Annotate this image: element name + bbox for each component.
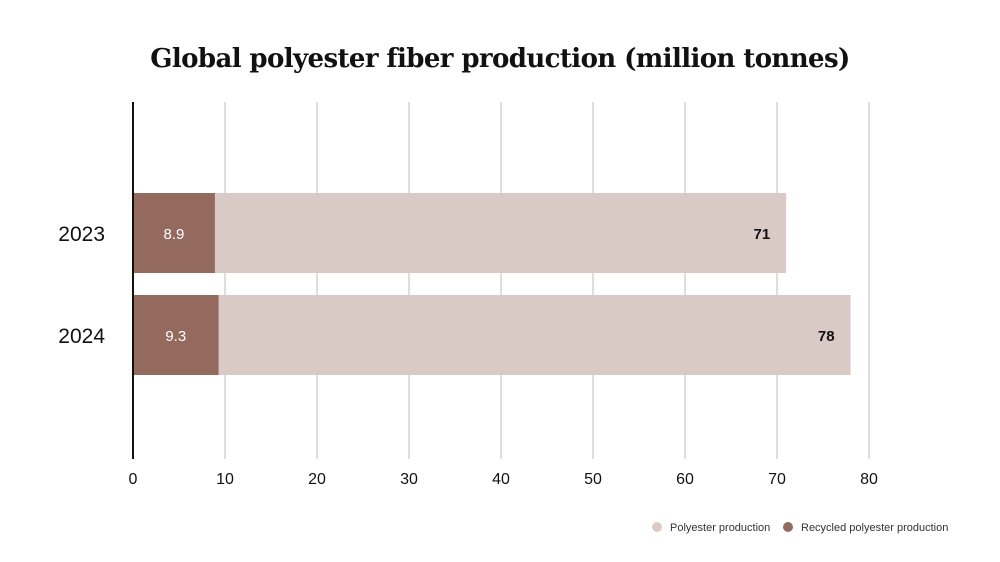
category-label-2024: 2024 [58, 325, 105, 348]
x-tick-label-60: 60 [676, 471, 694, 488]
data-label-polyester-production-2024: 78 [818, 328, 835, 345]
x-tick-label-80: 80 [860, 471, 878, 488]
data-label-recycled-polyester-production-2024: 9.3 [165, 328, 186, 345]
x-tick-label-20: 20 [308, 471, 326, 488]
data-label-recycled-polyester-production-2023: 8.9 [164, 226, 185, 243]
legend-label-polyester-production: Polyester production [670, 522, 770, 534]
legend-swatch-recycled-polyester-production [783, 522, 793, 532]
legend-label-recycled-polyester-production: Recycled polyester production [801, 522, 948, 534]
x-tick-label-40: 40 [492, 471, 510, 488]
bar-polyester-production-2024 [133, 295, 851, 375]
bar-recycled-polyester-production-2023 [133, 193, 215, 273]
x-tick-label-50: 50 [584, 471, 602, 488]
x-tick-label-0: 0 [129, 471, 138, 488]
bar-polyester-production-2023 [133, 193, 787, 273]
x-tick-label-70: 70 [768, 471, 786, 488]
x-tick-label-10: 10 [216, 471, 234, 488]
x-tick-label-30: 30 [400, 471, 418, 488]
data-label-polyester-production-2023: 71 [754, 226, 771, 243]
bar-recycled-polyester-production-2024 [133, 295, 219, 375]
category-label-2023: 2023 [58, 223, 105, 246]
legend-swatch-polyester-production [652, 522, 662, 532]
chart-title: Global polyester fiber production (milli… [150, 44, 850, 74]
